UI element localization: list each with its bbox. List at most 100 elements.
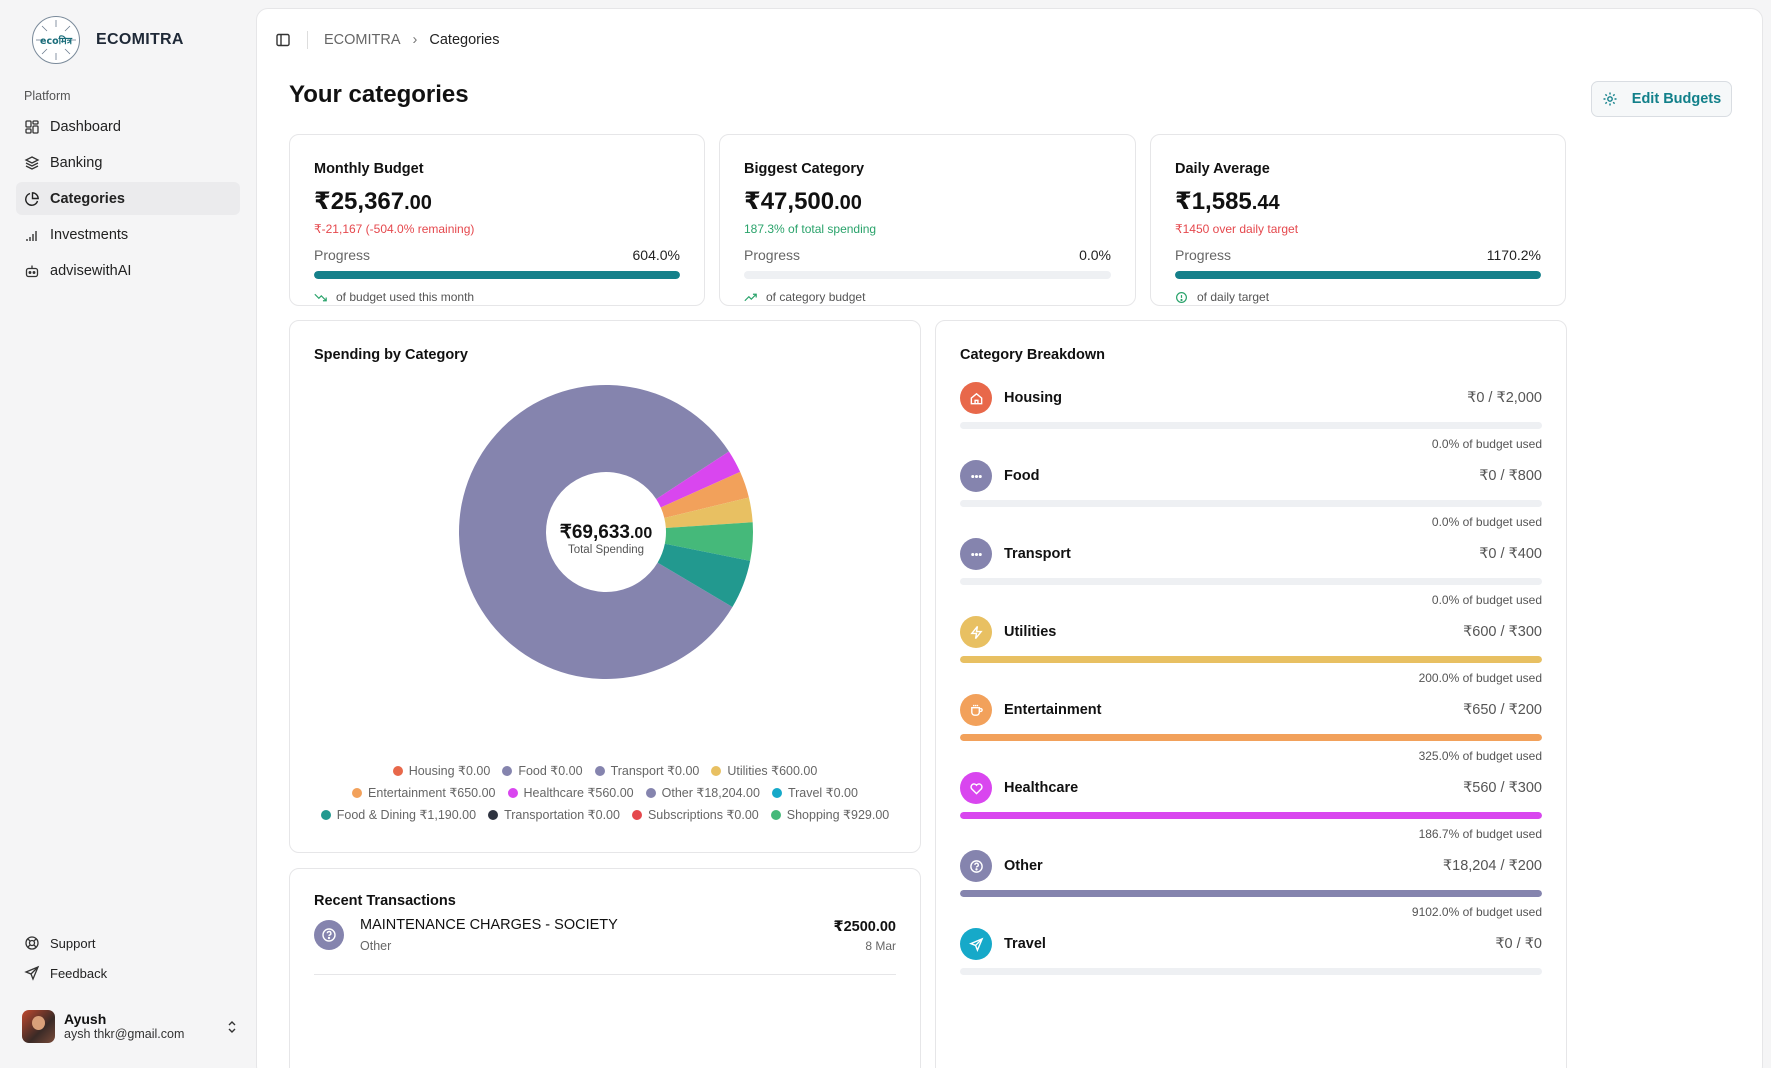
- legend-label: Subscriptions ₹0.00: [647, 808, 759, 822]
- feedback-link[interactable]: Feedback: [16, 958, 240, 988]
- send-icon: [24, 965, 40, 981]
- slice-other[interactable]: [459, 384, 733, 679]
- sidebar-item-dashboard[interactable]: Dashboard: [16, 110, 240, 143]
- legend-item-food-dining[interactable]: Food & Dining ₹1,190.00: [320, 807, 476, 822]
- sidebar-item-label: advisewithAI: [50, 262, 132, 279]
- category-progress-bar: [960, 890, 1542, 897]
- legend-label: Shopping ₹929.00: [786, 808, 890, 822]
- category-row-entertainment[interactable]: Entertainment ₹650 / ₹200 325.0% of budget…: [960, 694, 1542, 772]
- legend-item-transport[interactable]: Transport ₹0.00: [594, 763, 700, 778]
- category-name: Housing: [1004, 390, 1062, 406]
- progress-bar: [744, 271, 1111, 279]
- sidebar-footer: Support Feedback: [16, 928, 240, 988]
- legend-dot: [594, 765, 605, 776]
- category-row-food[interactable]: Food ₹0 / ₹800 0.0% of budget used: [960, 460, 1542, 538]
- sidebar-item-investments[interactable]: Investments: [16, 218, 240, 251]
- sidebar-item-banking[interactable]: Banking: [16, 146, 240, 179]
- sidebar-item-advisewithai[interactable]: advisewithAI: [16, 254, 240, 287]
- slice-food-dining[interactable]: [657, 543, 751, 607]
- sidebar-nav: Dashboard Banking Categories Investments…: [16, 110, 240, 290]
- user-menu[interactable]: Ayush aysh thkr@gmail.com: [22, 1010, 240, 1043]
- category-amount: ₹0 / ₹0: [1495, 936, 1542, 952]
- category-progress-bar: [960, 734, 1542, 741]
- legend-item-entertainment[interactable]: Entertainment ₹650.00: [352, 785, 496, 800]
- stat-label: Biggest Category: [744, 161, 865, 177]
- legend-item-housing[interactable]: Housing ₹0.00: [392, 763, 490, 778]
- card-title: Recent Transactions: [314, 893, 456, 909]
- brand[interactable]: ecoमित्र ECOMITRA: [32, 16, 184, 64]
- legend-label: Utilities ₹600.00: [727, 764, 818, 778]
- legend-item-transportation[interactable]: Transportation ₹0.00: [488, 807, 620, 822]
- edit-budgets-label: Edit Budgets: [1631, 91, 1722, 107]
- main-panel: ECOMITRA › Categories Your categories Ed…: [256, 8, 1763, 1068]
- stat-sub: ₹-21,167 (-504.0% remaining): [314, 222, 475, 236]
- spending-by-category-card: Spending by Category ₹69,633.00 Total Sp…: [289, 320, 921, 853]
- legend-dot: [711, 765, 722, 776]
- support-link[interactable]: Support: [16, 928, 240, 958]
- category-percent: 186.7% of budget used: [1418, 827, 1542, 841]
- progress-label: Progress: [314, 247, 371, 263]
- legend-item-food[interactable]: Food ₹0.00: [502, 763, 583, 778]
- logo: ecoमित्र: [32, 16, 80, 64]
- chevron-right-icon: ›: [412, 32, 418, 48]
- slice-utilities[interactable]: [664, 497, 753, 529]
- signal-icon: [26, 230, 37, 241]
- category-percent: 0.0% of budget used: [1431, 593, 1542, 607]
- sidebar-toggle-icon[interactable]: [275, 32, 291, 48]
- category-amount: ₹0 / ₹2,000: [1467, 390, 1542, 406]
- slice-shopping[interactable]: [664, 522, 753, 561]
- legend-dot: [645, 787, 656, 798]
- category-row-transport[interactable]: Transport ₹0 / ₹400 0.0% of budget used: [960, 538, 1542, 616]
- legend-item-utilities[interactable]: Utilities ₹600.00: [711, 763, 817, 778]
- legend-label: Transport ₹0.00: [610, 764, 700, 778]
- category-row-housing[interactable]: Housing ₹0 / ₹2,000 0.0% of budget used: [960, 382, 1542, 460]
- legend-item-travel[interactable]: Travel ₹0.00: [771, 785, 858, 800]
- category-percent: 325.0% of budget used: [1418, 749, 1542, 763]
- logo-text: ecoमित्र: [40, 35, 72, 47]
- progress-label: Progress: [744, 247, 801, 263]
- life-buoy-icon: [25, 936, 39, 950]
- transaction-date: 8 Mar: [865, 939, 896, 953]
- card-title: Spending by Category: [314, 347, 468, 363]
- legend-dot: [488, 809, 499, 820]
- category-name: Food: [1004, 468, 1040, 484]
- category-progress-bar: [960, 812, 1542, 819]
- category-row-travel[interactable]: Travel ₹0 / ₹0: [960, 928, 1542, 1006]
- legend-item-other[interactable]: Other ₹18,204.00: [645, 785, 760, 800]
- slice-entertainment[interactable]: [660, 471, 749, 518]
- sidebar-item-label: Dashboard: [50, 118, 121, 135]
- category-breakdown-card: Category Breakdown Housing ₹0 / ₹2,000 0.0…: [935, 320, 1567, 1068]
- breadcrumb-root[interactable]: ECOMITRA: [324, 32, 401, 48]
- legend-label: Entertainment ₹650.00: [368, 786, 496, 800]
- category-row-healthcare[interactable]: Healthcare ₹560 / ₹300 186.7% of budget us…: [960, 772, 1542, 850]
- breadcrumb-current: Categories: [429, 32, 500, 48]
- home-icon: [960, 382, 992, 414]
- legend-label: Food ₹0.00: [518, 764, 583, 778]
- page-title: Your categories: [289, 81, 469, 108]
- legend-dot: [631, 809, 642, 820]
- edit-budgets-button[interactable]: Edit Budgets: [1591, 81, 1732, 117]
- monthly-budget-card: Monthly Budget ₹25,367.00 ₹-21,167 (-504…: [289, 134, 705, 306]
- plane-icon: [960, 928, 992, 960]
- progress-value: 0.0%: [1079, 247, 1111, 263]
- stat-value: ₹1,585.44: [1175, 188, 1280, 215]
- biggest-category-card: Biggest Category ₹47,500.00 187.3% of to…: [719, 134, 1136, 306]
- legend-item-shopping[interactable]: Shopping ₹929.00: [770, 807, 890, 822]
- logo-icon: [36, 20, 76, 60]
- category-progress-bar: [960, 968, 1542, 975]
- category-row-utilities[interactable]: Utilities ₹600 / ₹300 200.0% of budget use…: [960, 616, 1542, 694]
- category-amount: ₹560 / ₹300: [1463, 780, 1542, 796]
- legend-item-healthcare[interactable]: Healthcare ₹560.00: [507, 785, 634, 800]
- category-name: Entertainment: [1004, 702, 1102, 718]
- card-title: Category Breakdown: [960, 347, 1106, 363]
- legend-item-subscriptions[interactable]: Subscriptions ₹0.00: [631, 807, 759, 822]
- topbar: ECOMITRA › Categories: [275, 31, 500, 49]
- category-row-other[interactable]: Other ₹18,204 / ₹200 9102.0% of budget use…: [960, 850, 1542, 928]
- stat-label: Monthly Budget: [314, 161, 424, 177]
- sidebar-item-label: Banking: [50, 154, 103, 171]
- sidebar-item-label: Investments: [50, 226, 129, 243]
- total-spending-value: ₹69,633.00: [560, 522, 653, 543]
- sidebar-item-categories[interactable]: Categories: [16, 182, 240, 215]
- slice-healthcare[interactable]: [656, 451, 741, 508]
- transaction-row[interactable]: MAINTENANCE CHARGES - SOCIETY Other ₹250…: [314, 917, 896, 963]
